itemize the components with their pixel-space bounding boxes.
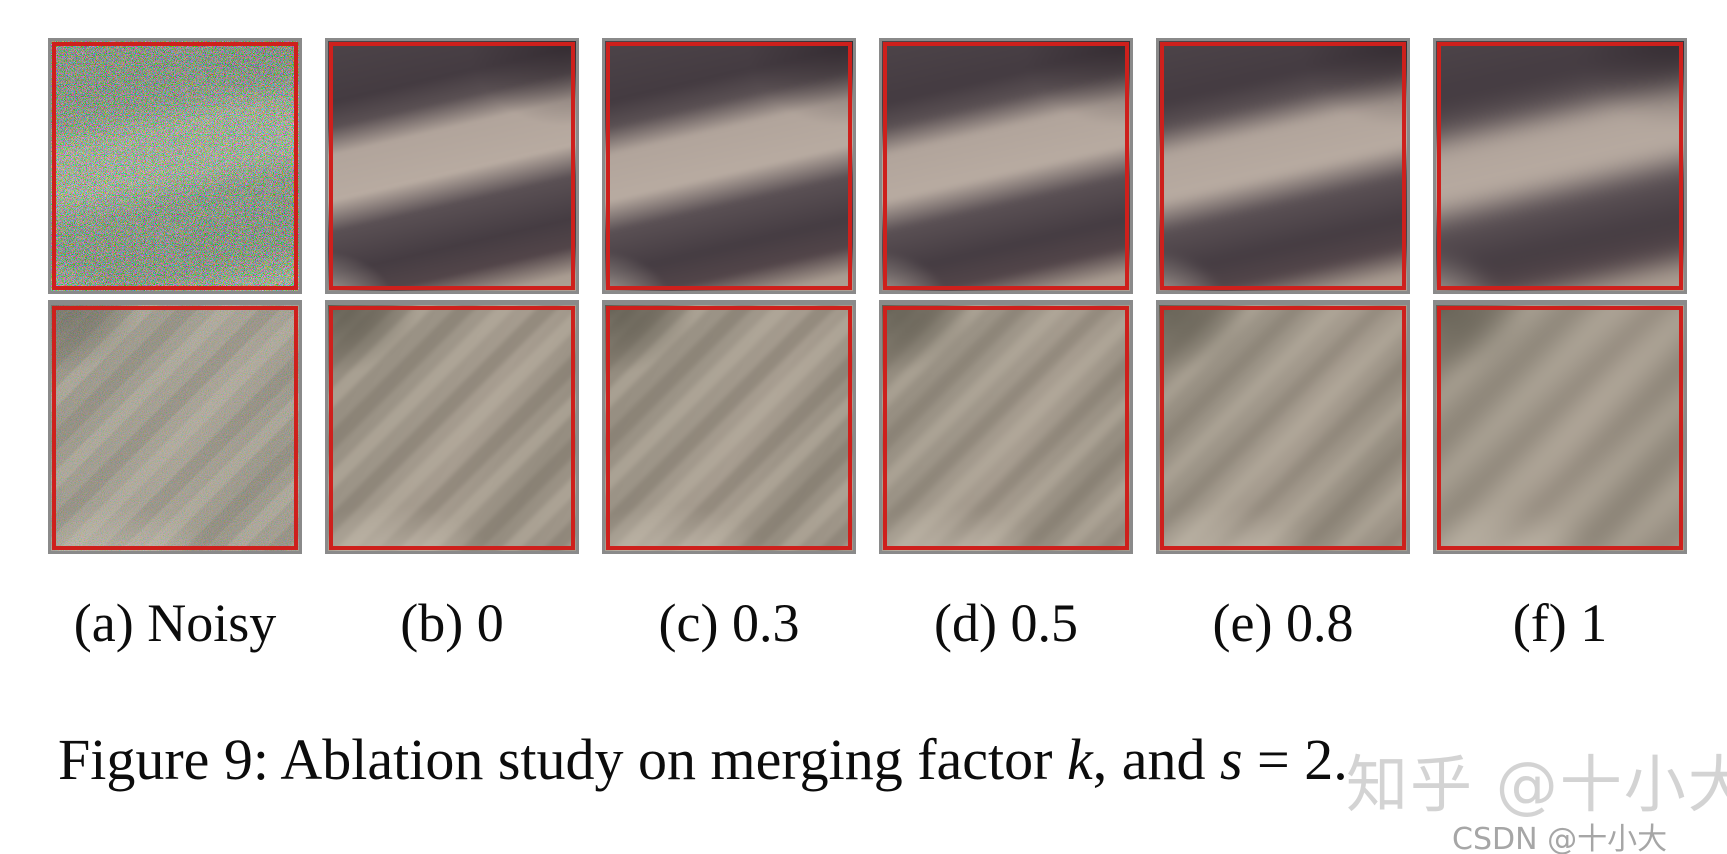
panel-label-a: (a) Noisy xyxy=(73,593,277,653)
feather-texture xyxy=(605,305,853,551)
panel-label-e: (e) 0.8 xyxy=(1212,593,1354,653)
zhihu-watermark: 知乎 @十小大 xyxy=(1346,748,1727,821)
panel-label-row: (a) Noisy (b) 0 (c) 0.3 (d) 0.5 (e) 0.8 … xyxy=(48,592,1687,654)
panel-row-feather xyxy=(48,300,1687,554)
caption-text-1: Figure 9: Ablation study on merging fact… xyxy=(58,727,1067,792)
panel-feather-noisy xyxy=(48,300,302,554)
zebra-texture xyxy=(605,41,853,291)
feather-texture xyxy=(1436,305,1684,551)
panel-feather-k0.5 xyxy=(879,300,1133,554)
panel-label-f: (f) 1 xyxy=(1512,593,1608,653)
panel-zebra-k0.8 xyxy=(1156,38,1410,294)
panel-feather-k1 xyxy=(1433,300,1687,554)
panel-label-d: (d) 0.5 xyxy=(934,593,1078,653)
feather-texture xyxy=(328,305,576,551)
panel-feather-k0.3 xyxy=(602,300,856,554)
color-noise-overlay xyxy=(51,305,299,551)
panel-label-c: (c) 0.3 xyxy=(658,593,800,653)
color-noise-overlay xyxy=(51,41,299,291)
zebra-texture xyxy=(1436,41,1684,291)
panel-zebra-k1 xyxy=(1433,38,1687,294)
zebra-texture xyxy=(882,41,1130,291)
caption-math-k: k xyxy=(1066,727,1093,792)
panel-row-zebra xyxy=(48,38,1687,294)
panel-feather-k0 xyxy=(325,300,579,554)
panel-zebra-k0.5 xyxy=(879,38,1133,294)
zebra-texture xyxy=(1159,41,1407,291)
csdn-watermark: CSDN @十小大 xyxy=(1452,822,1668,854)
panel-zebra-k0.3 xyxy=(602,38,856,294)
caption-text-2: , and xyxy=(1092,727,1220,792)
feather-texture xyxy=(1159,305,1407,551)
figure-caption: Figure 9: Ablation study on merging fact… xyxy=(58,726,1348,793)
zebra-texture xyxy=(328,41,576,291)
feather-texture xyxy=(882,305,1130,551)
panel-zebra-k0 xyxy=(325,38,579,294)
panel-feather-k0.8 xyxy=(1156,300,1410,554)
panel-zebra-noisy xyxy=(48,38,302,294)
caption-math-s: s xyxy=(1219,727,1243,792)
panel-label-b: (b) 0 xyxy=(400,593,504,653)
caption-text-3: = 2. xyxy=(1242,727,1348,792)
